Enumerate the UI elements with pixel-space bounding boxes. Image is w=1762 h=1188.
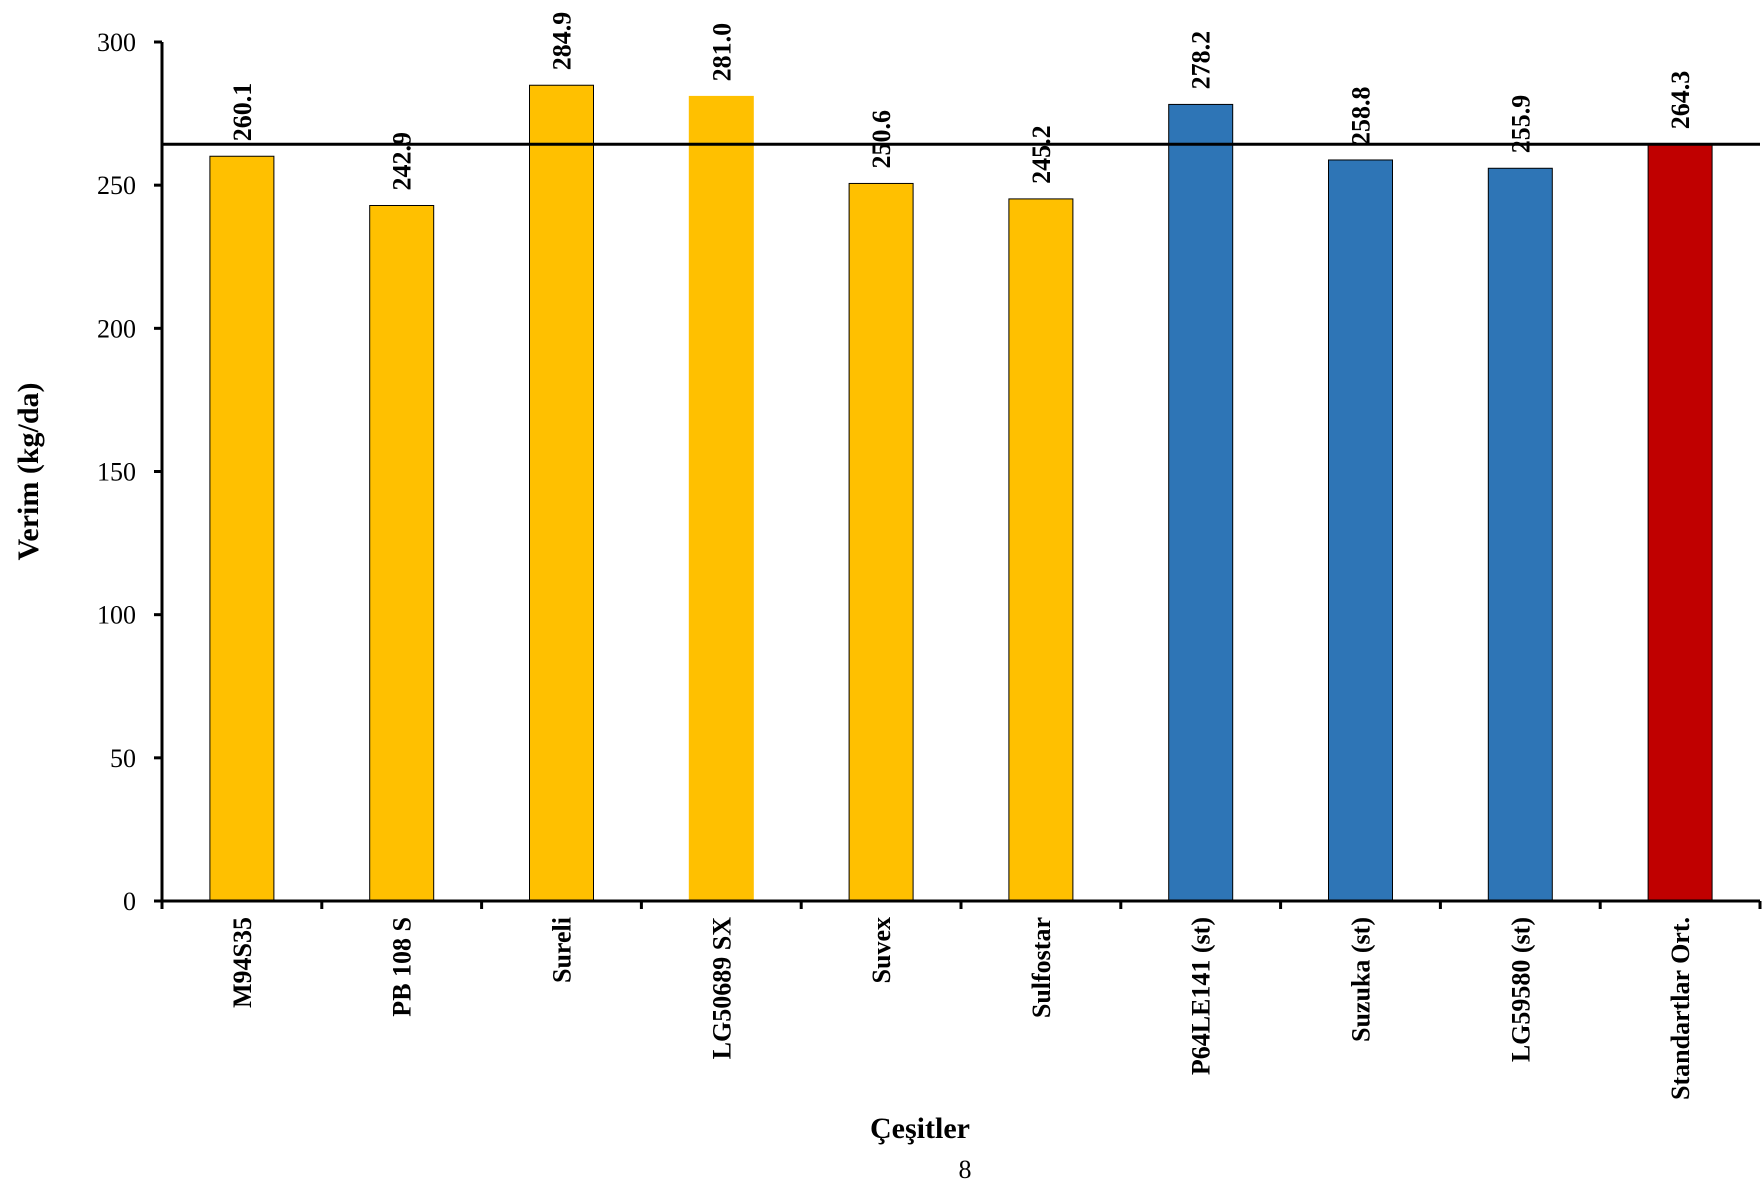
bar [1487, 167, 1553, 902]
x-tick-label: Sureli [548, 917, 577, 983]
y-tick-label: 0 [123, 887, 136, 916]
bar [209, 155, 275, 902]
data-label: 281.0 [707, 23, 736, 82]
data-label: 255.9 [1506, 95, 1535, 154]
data-label: 245.2 [1027, 125, 1056, 184]
bar [1328, 159, 1393, 902]
y-tick-label: 250 [97, 171, 136, 200]
y-axis-title: Verim (kg/da) [12, 382, 45, 560]
data-label: 264.3 [1666, 71, 1695, 130]
bar [529, 84, 594, 902]
bar [1008, 198, 1074, 902]
y-ticks-group: 0 50 100 150 200 250 300 [97, 28, 162, 916]
bar [848, 182, 914, 902]
bar [688, 95, 754, 902]
bar [1168, 103, 1234, 902]
data-label: 284.9 [548, 12, 577, 71]
bar [369, 204, 435, 902]
data-label: 260.1 [228, 83, 257, 142]
x-tick-label: LG50689 SX [707, 917, 736, 1060]
y-tick-label: 150 [97, 458, 136, 487]
data-label: 242.9 [388, 132, 417, 191]
x-tick-label: PB 108 S [388, 917, 417, 1017]
y-tick-label: 100 [97, 601, 136, 630]
x-tick-label: LG59580 (st) [1506, 917, 1535, 1062]
x-axis-title: Çeşitler [870, 1112, 970, 1145]
x-tick-label: Suvex [867, 917, 896, 983]
x-tick-label: P64LE141 (st) [1187, 917, 1216, 1075]
x-ticks-group: M94S35 PB 108 S Sureli LG50689 SX Suvex Sulfo… [160, 901, 1762, 1100]
page-number: 8 [959, 1155, 972, 1184]
x-tick-label: Sulfostar [1027, 917, 1056, 1018]
bar [1647, 143, 1713, 902]
data-label: 258.8 [1347, 86, 1376, 145]
x-tick-label: M94S35 [228, 917, 257, 1008]
x-tick-label: Suzuka (st) [1347, 917, 1376, 1042]
y-tick-label: 50 [110, 744, 136, 773]
bars-group [209, 84, 1713, 902]
x-tick-label: Standartlar Ort. [1666, 917, 1695, 1100]
y-tick-label: 200 [97, 314, 136, 343]
data-labels-group: 260.1 242.9 284.9 281.0 250.6 245.2 278.2 258.8… [228, 12, 1695, 191]
data-label: 278.2 [1187, 31, 1216, 90]
y-tick-label: 300 [97, 28, 136, 57]
data-label: 250.6 [867, 110, 896, 169]
